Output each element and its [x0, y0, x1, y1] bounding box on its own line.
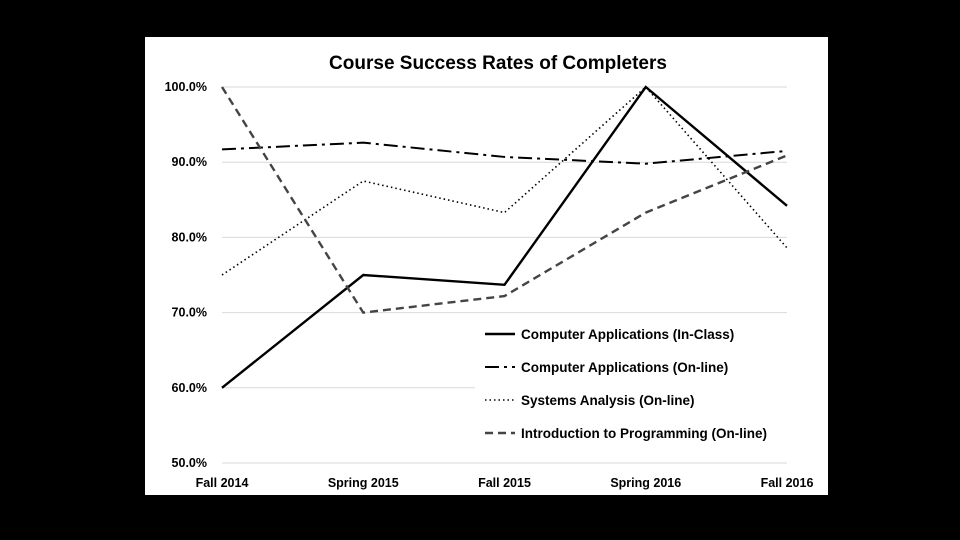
legend-background: [475, 317, 815, 452]
y-tick-label: 70.0%: [172, 306, 207, 320]
series-line: [221, 85, 788, 389]
series-line: [221, 85, 788, 276]
chart-panel: Course Success Rates of Completers 50.0%…: [145, 37, 828, 495]
x-axis-ticks: Fall 2014 Spring 2015 Fall 2015 Spring 2016…: [196, 476, 814, 490]
legend-label: Computer Applications (On-line): [521, 360, 728, 375]
y-tick-label: 100.0%: [165, 80, 207, 94]
x-tick-label: Spring 2016: [610, 476, 681, 490]
y-tick-label: 50.0%: [172, 456, 207, 470]
legend-label: Systems Analysis (On-line): [521, 393, 695, 408]
x-tick-label: Fall 2015: [478, 476, 531, 490]
y-tick-label: 80.0%: [172, 230, 207, 244]
x-tick-label: Fall 2016: [761, 476, 814, 490]
chart-title: Course Success Rates of Completers: [329, 53, 667, 74]
x-tick-label: Spring 2015: [328, 476, 399, 490]
legend-label: Computer Applications (In-Class): [521, 327, 734, 342]
legend-label: Introduction to Programming (On-line): [521, 426, 767, 441]
x-tick-label: Fall 2014: [196, 476, 249, 490]
series-lines: [220, 85, 788, 389]
line-chart: Course Success Rates of Completers 50.0%…: [165, 53, 815, 490]
y-tick-label: 90.0%: [172, 155, 207, 169]
y-tick-label: 60.0%: [172, 381, 207, 395]
series-line: [221, 141, 788, 165]
series-line: [220, 86, 788, 314]
legend: Computer Applications (In-Class) Computer…: [475, 317, 815, 452]
y-axis-ticks: 50.0% 60.0% 70.0% 80.0% 90.0% 100.0%: [165, 80, 207, 470]
